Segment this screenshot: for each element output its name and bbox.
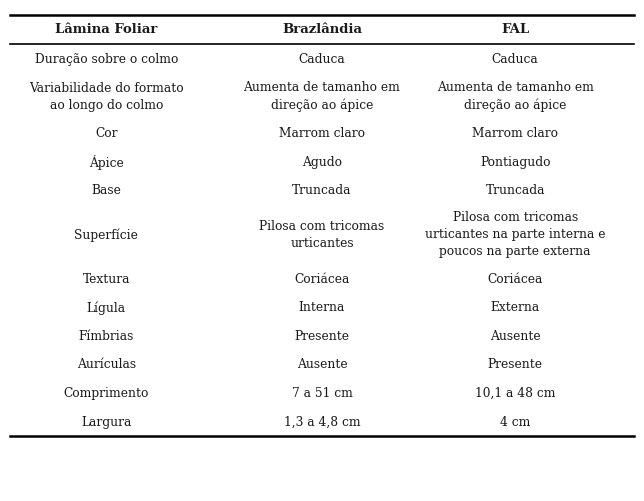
Text: 7 a 51 cm: 7 a 51 cm <box>292 387 352 400</box>
Text: 1,3 a 4,8 cm: 1,3 a 4,8 cm <box>284 416 360 428</box>
Text: Lâmina Foliar: Lâmina Foliar <box>55 23 157 36</box>
Text: Variabilidade do formato
ao longo do colmo: Variabilidade do formato ao longo do col… <box>29 82 184 112</box>
Text: Comprimento: Comprimento <box>64 387 149 400</box>
Text: Aumenta de tamanho em
direção ao ápice: Aumenta de tamanho em direção ao ápice <box>437 81 594 112</box>
Text: Textura: Textura <box>82 273 130 286</box>
Text: Agudo: Agudo <box>302 156 342 168</box>
Text: Superfície: Superfície <box>74 228 138 241</box>
Text: Ausente: Ausente <box>297 359 347 371</box>
Text: Coriácea: Coriácea <box>488 273 543 286</box>
Text: Aurículas: Aurículas <box>77 359 136 371</box>
Text: Marrom claro: Marrom claro <box>279 127 365 140</box>
Text: Caduca: Caduca <box>299 53 345 66</box>
Text: Lígula: Lígula <box>87 301 126 315</box>
Text: Caduca: Caduca <box>492 53 538 66</box>
Text: Coriácea: Coriácea <box>294 273 350 286</box>
Text: FAL: FAL <box>501 23 529 36</box>
Text: Ausente: Ausente <box>490 330 540 343</box>
Text: Largura: Largura <box>81 416 131 428</box>
Text: Truncada: Truncada <box>486 184 545 197</box>
Text: 4 cm: 4 cm <box>500 416 531 428</box>
Text: Brazlândia: Brazlândia <box>282 23 362 36</box>
Text: Pilosa com tricomas
urticantes na parte interna e
poucos na parte externa: Pilosa com tricomas urticantes na parte … <box>425 211 605 259</box>
Text: Presente: Presente <box>294 330 350 343</box>
Text: Base: Base <box>91 184 121 197</box>
Text: Duração sobre o colmo: Duração sobre o colmo <box>35 53 178 66</box>
Text: Interna: Interna <box>299 302 345 314</box>
Text: Aumenta de tamanho em
direção ao ápice: Aumenta de tamanho em direção ao ápice <box>243 81 401 112</box>
Text: Marrom claro: Marrom claro <box>472 127 558 140</box>
Text: Cor: Cor <box>95 127 117 140</box>
Text: 10,1 a 48 cm: 10,1 a 48 cm <box>475 387 555 400</box>
Text: Truncada: Truncada <box>292 184 352 197</box>
Text: Externa: Externa <box>491 302 540 314</box>
Text: Pilosa com tricomas
urticantes: Pilosa com tricomas urticantes <box>260 220 384 250</box>
Text: Ápice: Ápice <box>89 155 124 169</box>
Text: Pontiagudo: Pontiagudo <box>480 156 551 168</box>
Text: Fímbrias: Fímbrias <box>79 330 134 343</box>
Text: Presente: Presente <box>488 359 543 371</box>
